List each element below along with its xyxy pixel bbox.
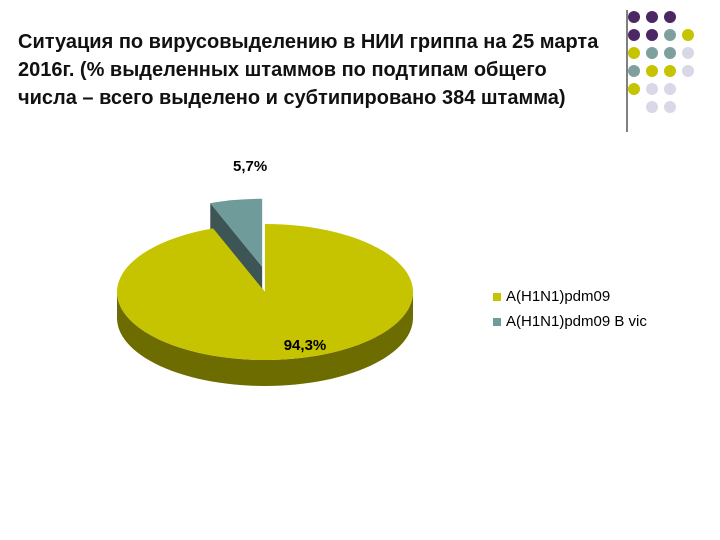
- legend-swatch: [493, 293, 501, 301]
- legend-label: A(H1N1)pdm09 B vic: [506, 313, 647, 330]
- slice-outer-side: [117, 292, 413, 386]
- legend-swatch: [493, 318, 501, 326]
- decoration: [626, 10, 694, 132]
- legend-label: A(H1N1)pdm09: [506, 288, 610, 305]
- pie-slice: [210, 198, 263, 267]
- data-label: 94,3%: [284, 337, 327, 354]
- slide-title: Ситуация по вирусовыделению в НИИ гриппа…: [18, 31, 599, 109]
- pie-slice: [117, 224, 414, 360]
- data-label: 5,7%: [233, 158, 267, 175]
- slice-radial-side: [210, 203, 263, 293]
